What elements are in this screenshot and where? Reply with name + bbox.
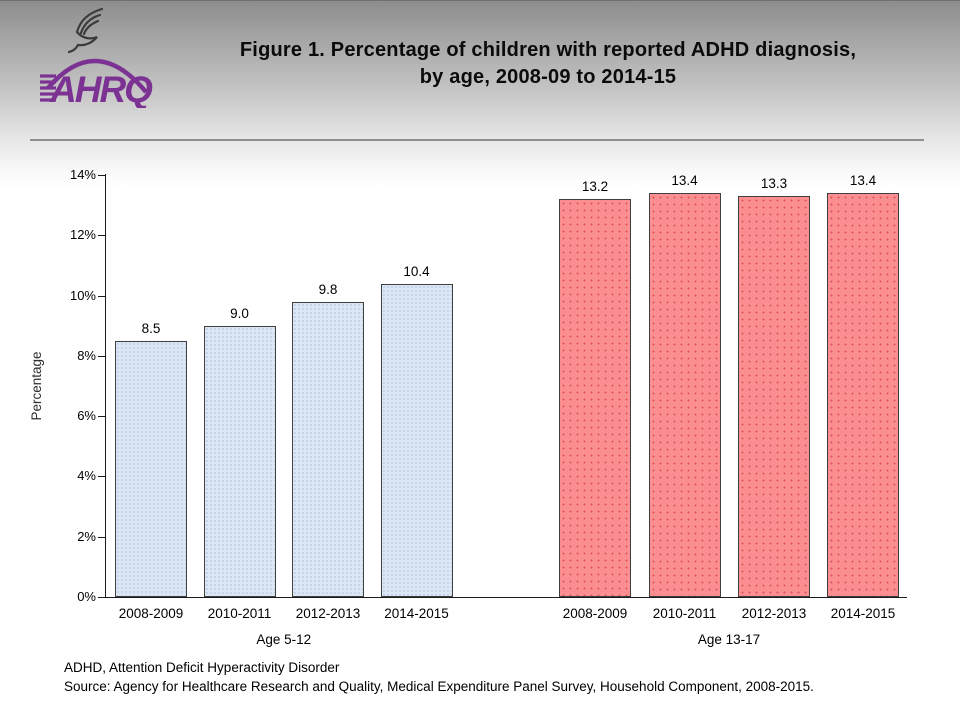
y-axis-tick bbox=[98, 175, 105, 176]
figure-title-line1: Figure 1. Percentage of children with re… bbox=[239, 39, 857, 61]
y-axis-tick bbox=[98, 476, 105, 478]
x-category-label: 2014-2015 bbox=[830, 606, 896, 621]
y-axis-tick bbox=[98, 295, 105, 297]
x-category-label: 2008-2009 bbox=[118, 606, 184, 621]
bar bbox=[648, 193, 721, 597]
y-tick-label: 12% bbox=[69, 227, 96, 243]
svg-text:AHRQ: AHRQ bbox=[49, 69, 153, 108]
y-tick-label: 8% bbox=[77, 347, 96, 363]
x-category-label: 2010-2011 bbox=[207, 606, 272, 621]
y-axis-tick bbox=[98, 235, 105, 237]
x-category-label: 2010-2011 bbox=[652, 606, 717, 621]
figure-title-line2: by age, 2008-09 to 2014-15 bbox=[419, 66, 677, 88]
footnote-source: Source: Agency for Healthcare Research a… bbox=[64, 678, 814, 694]
x-axis-line bbox=[105, 597, 907, 598]
y-axis-tick bbox=[98, 597, 105, 598]
bar-value-label: 13.2 bbox=[581, 179, 609, 195]
x-category-label: 2012-2013 bbox=[741, 606, 807, 621]
y-tick-label: 6% bbox=[77, 408, 96, 424]
x-category-label: 2008-2009 bbox=[562, 606, 628, 621]
bar bbox=[827, 193, 899, 597]
y-axis-line bbox=[105, 174, 106, 597]
footnotes: ADHD, Attention Deficit Hyperactivity Di… bbox=[64, 659, 814, 696]
bar-value-label: 10.4 bbox=[403, 263, 430, 279]
y-axis-tick bbox=[98, 355, 105, 357]
y-tick-label: 0% bbox=[77, 589, 96, 604]
hhs-eagle-icon bbox=[67, 7, 104, 54]
x-category-label: 2014-2015 bbox=[384, 606, 449, 621]
y-tick-label: 14% bbox=[69, 167, 96, 182]
bar bbox=[292, 301, 364, 597]
bar-value-label: 13.4 bbox=[849, 173, 877, 189]
y-axis-tick bbox=[98, 416, 105, 418]
bar-value-label: 13.4 bbox=[671, 173, 698, 189]
y-tick-label: 4% bbox=[77, 468, 96, 484]
bar bbox=[559, 199, 631, 597]
y-axis-tick bbox=[98, 536, 105, 538]
y-tick-label: 10% bbox=[69, 287, 96, 303]
figure-title: Figure 1. Percentage of children with re… bbox=[160, 37, 936, 91]
bar-value-label: 9.0 bbox=[230, 305, 249, 321]
bar bbox=[738, 196, 810, 597]
bar bbox=[115, 340, 187, 597]
footnote-abbreviation: ADHD, Attention Deficit Hyperactivity Di… bbox=[64, 660, 340, 675]
ahrq-logo: AHRQ bbox=[38, 4, 156, 110]
bar bbox=[380, 283, 453, 597]
age-group-label: Age 5-12 bbox=[256, 632, 312, 647]
x-category-label: 2012-2013 bbox=[295, 606, 361, 621]
bar bbox=[203, 325, 276, 597]
bar-value-label: 9.8 bbox=[318, 281, 338, 297]
ahrq-wordmark: AHRQ bbox=[40, 58, 155, 110]
bar-value-label: 13.3 bbox=[760, 176, 788, 192]
header-band bbox=[0, 0, 960, 191]
ahrq-logo-graphic: AHRQ bbox=[40, 7, 155, 110]
age-group-label: Age 13-17 bbox=[697, 632, 761, 647]
bar-value-label: 8.5 bbox=[141, 320, 161, 336]
y-tick-label: 2% bbox=[77, 528, 96, 544]
header-separator bbox=[30, 139, 924, 141]
